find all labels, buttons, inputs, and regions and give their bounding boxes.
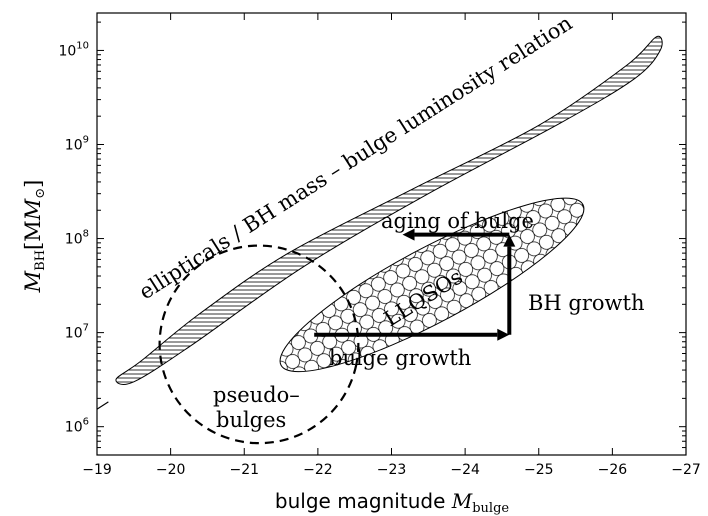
bh-growth-arrow	[503, 234, 516, 335]
x-tick-label: −21	[229, 462, 259, 478]
pseudo-bulges-label-line1: pseudo–	[213, 383, 300, 407]
x-tick-label: −26	[598, 462, 628, 478]
x-axis-title: bulge magnitude Mbulge	[275, 489, 509, 516]
aging-of-bulge-arrow	[402, 228, 510, 241]
plot-frame	[96, 12, 687, 456]
plot-area	[97, 35, 663, 445]
y-tick-label: 107	[65, 323, 89, 342]
x-tick-label: −20	[156, 462, 186, 478]
plot-regions	[97, 35, 663, 445]
y-tick-label: 109	[65, 134, 89, 153]
ellipticals-region	[115, 35, 663, 385]
y-axis-title: MBH[MM⊙]	[21, 180, 48, 294]
x-tick-label: −25	[524, 462, 554, 478]
bh-growth-label: BH growth	[528, 291, 644, 315]
pseudo-bulges-region	[158, 244, 360, 445]
y-tick-label: 106	[65, 417, 89, 436]
bulge-growth-label: bulge growth	[329, 346, 471, 370]
x-axis-ticks: −19 −20 −21 −22 −23 −24 −25 −26 −27	[82, 13, 701, 478]
x-tick-label: −23	[377, 462, 407, 478]
x-tick-label: −19	[82, 462, 112, 478]
x-tick-label: −27	[671, 462, 701, 478]
y-tick-label: 1010	[58, 40, 89, 59]
x-tick-label: −24	[450, 462, 480, 478]
y-tick-label: 108	[65, 229, 89, 248]
bulge-growth-arrow	[314, 328, 510, 341]
x-tick-label: −22	[303, 462, 333, 478]
pseudo-bulges-label-line2: bulges	[216, 408, 286, 432]
aging-of-bulge-label: aging of bulge	[381, 209, 534, 233]
y-axis-ticks: 106 107 108 109 1010	[58, 21, 686, 456]
